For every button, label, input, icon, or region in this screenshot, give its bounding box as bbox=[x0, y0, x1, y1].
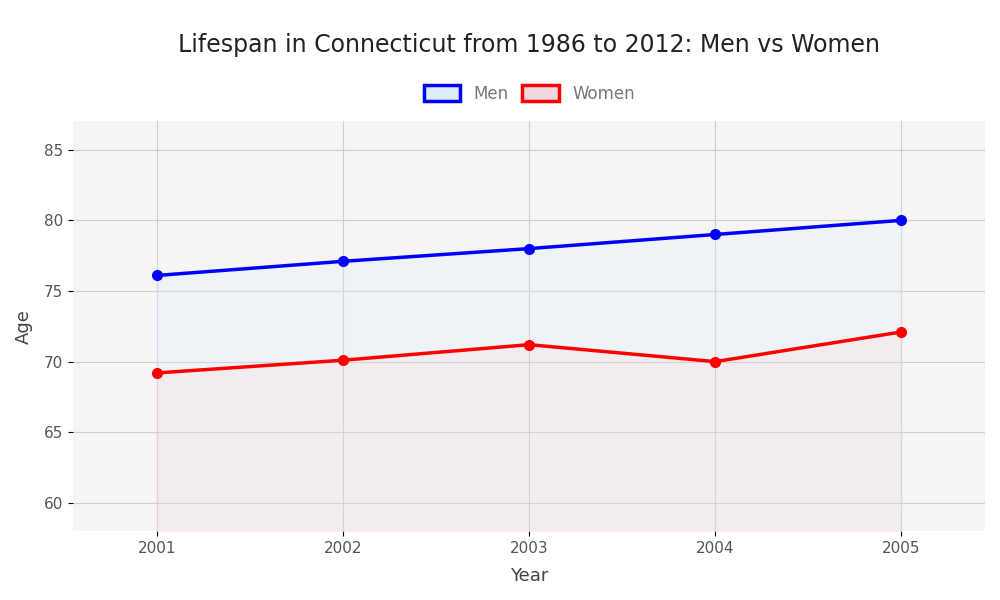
Y-axis label: Age: Age bbox=[15, 309, 33, 344]
Legend: Men, Women: Men, Women bbox=[415, 77, 643, 111]
Title: Lifespan in Connecticut from 1986 to 2012: Men vs Women: Lifespan in Connecticut from 1986 to 201… bbox=[178, 33, 880, 57]
X-axis label: Year: Year bbox=[510, 567, 548, 585]
